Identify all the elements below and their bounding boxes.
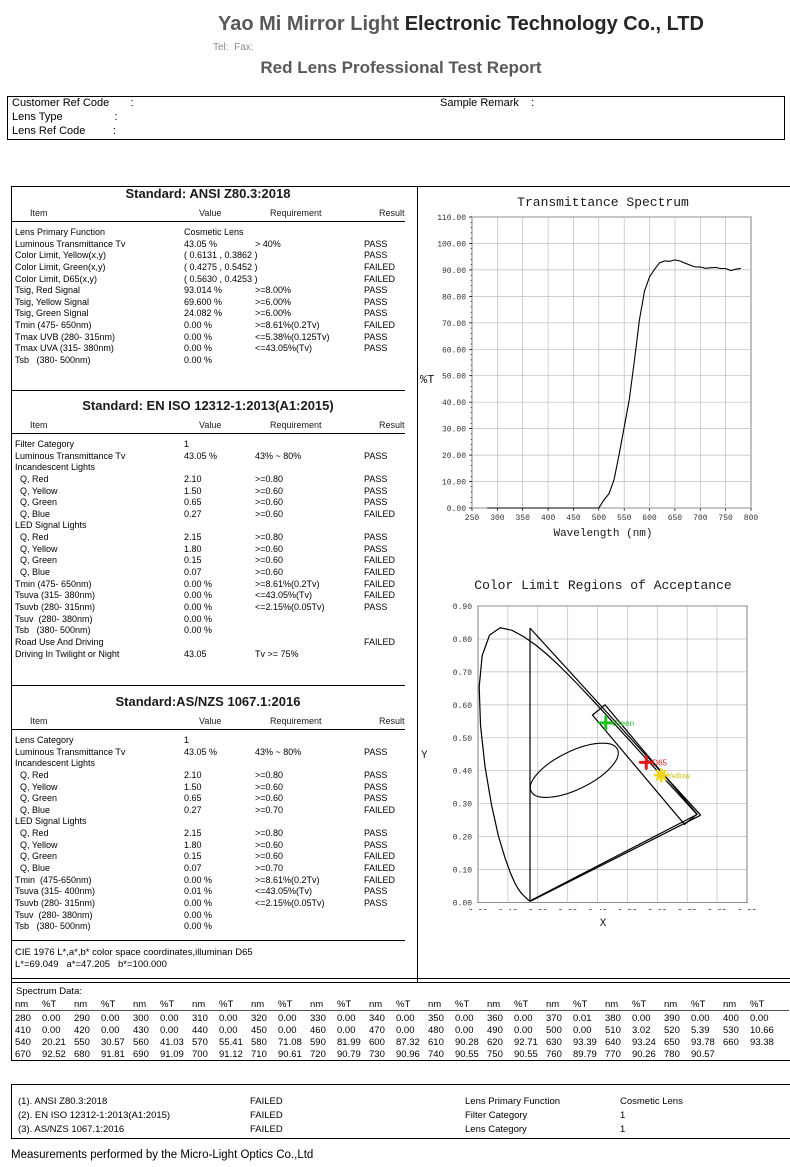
svg-text:650: 650: [668, 514, 683, 520]
svg-text:80.00: 80.00: [442, 293, 466, 302]
svg-text:0.90: 0.90: [737, 909, 756, 911]
svg-text:60.00: 60.00: [442, 346, 466, 355]
svg-text:0.20: 0.20: [528, 909, 547, 911]
svg-text:110.00: 110.00: [437, 214, 466, 223]
svg-text:30.00: 30.00: [442, 426, 466, 435]
svg-text:400: 400: [541, 514, 556, 520]
svg-text:0.80: 0.80: [707, 909, 726, 911]
svg-text:D65: D65: [652, 758, 667, 767]
svg-text:0.70: 0.70: [453, 669, 472, 678]
svg-text:800: 800: [744, 514, 759, 520]
svg-text:Yellow: Yellow: [667, 771, 690, 780]
svg-text:100.00: 100.00: [437, 241, 466, 250]
svg-text:0.80: 0.80: [453, 636, 472, 645]
svg-text:20.00: 20.00: [442, 452, 466, 461]
svg-text:0.20: 0.20: [453, 834, 472, 843]
svg-text:0.60: 0.60: [453, 702, 472, 711]
svg-text:550: 550: [617, 514, 632, 520]
svg-text:0.70: 0.70: [678, 909, 697, 911]
svg-text:0.10: 0.10: [498, 909, 517, 911]
svg-text:750: 750: [718, 514, 733, 520]
svg-text:0.30: 0.30: [558, 909, 577, 911]
svg-text:0.50: 0.50: [618, 909, 637, 911]
svg-text:0.00: 0.00: [447, 505, 466, 514]
svg-text:0.40: 0.40: [453, 768, 472, 777]
svg-text:10.00: 10.00: [442, 479, 466, 488]
svg-text:500: 500: [592, 514, 607, 520]
svg-text:450: 450: [566, 514, 581, 520]
svg-text:0.30: 0.30: [453, 801, 472, 810]
svg-text:0.50: 0.50: [453, 735, 472, 744]
svg-text:0.00: 0.00: [453, 900, 472, 909]
svg-text:0.10: 0.10: [453, 867, 472, 876]
svg-text:70.00: 70.00: [442, 320, 466, 329]
svg-text:50.00: 50.00: [442, 373, 466, 382]
svg-text:Green: Green: [612, 719, 634, 728]
svg-text:0.40: 0.40: [588, 909, 607, 911]
svg-text:300: 300: [490, 514, 505, 520]
svg-text:0.00: 0.00: [468, 909, 487, 911]
svg-text:350: 350: [515, 514, 530, 520]
svg-text:90.00: 90.00: [442, 267, 466, 276]
svg-text:250: 250: [465, 514, 480, 520]
svg-text:40.00: 40.00: [442, 399, 466, 408]
svg-text:600: 600: [642, 514, 657, 520]
svg-text:700: 700: [693, 514, 708, 520]
svg-text:0.60: 0.60: [648, 909, 667, 911]
svg-text:0.90: 0.90: [453, 603, 472, 612]
